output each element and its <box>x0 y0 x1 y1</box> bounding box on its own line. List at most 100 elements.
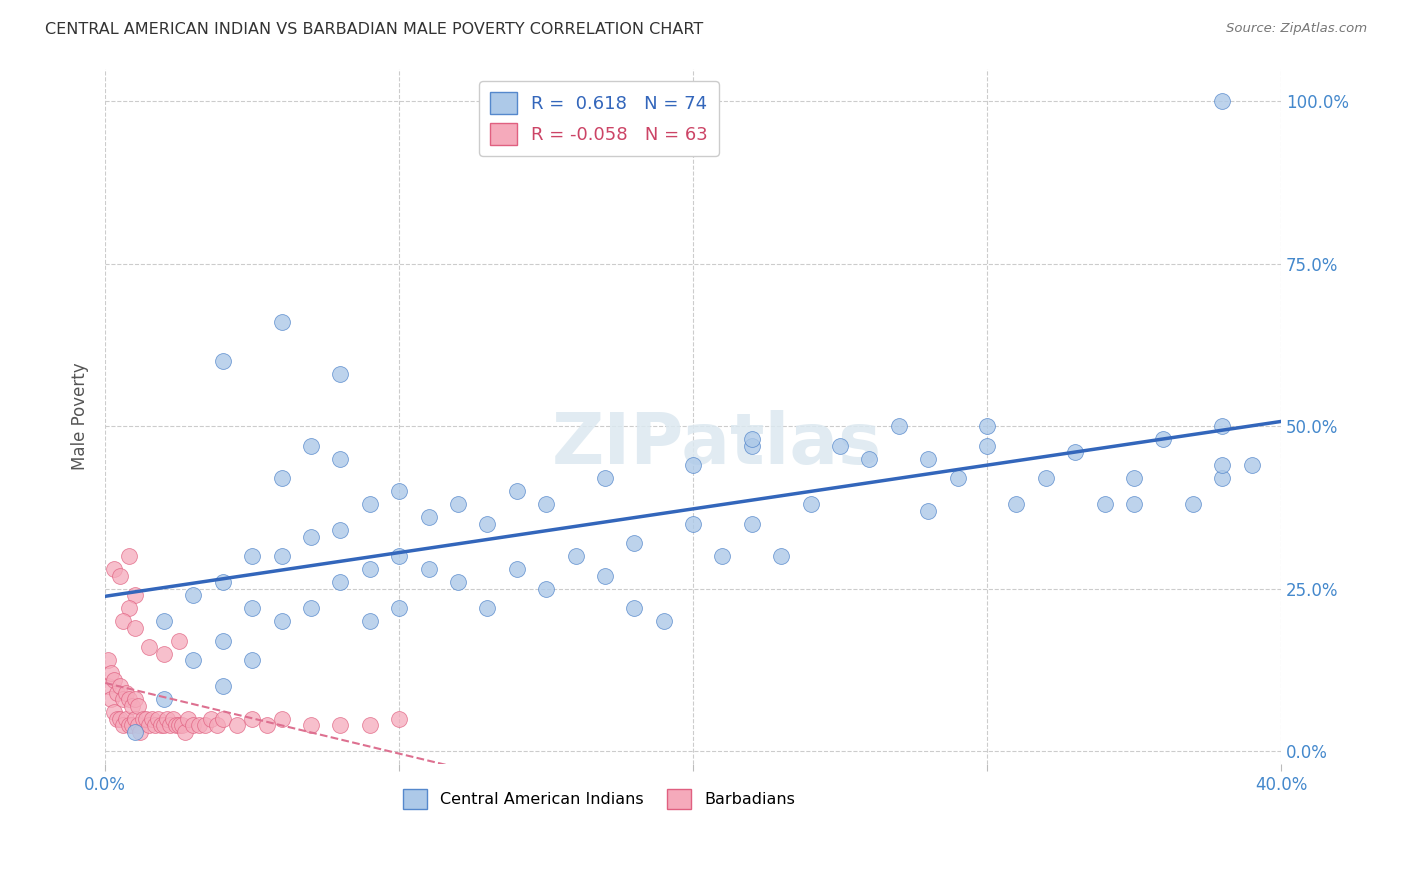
Point <box>153 718 176 732</box>
Point <box>534 582 557 596</box>
Point <box>211 712 233 726</box>
Point <box>114 712 136 726</box>
Point <box>1035 471 1057 485</box>
Point <box>105 712 128 726</box>
Point <box>127 718 149 732</box>
Point <box>623 536 645 550</box>
Point <box>359 614 381 628</box>
Point <box>129 724 152 739</box>
Point <box>917 503 939 517</box>
Point <box>167 718 190 732</box>
Point <box>135 712 157 726</box>
Point <box>153 692 176 706</box>
Point <box>388 549 411 563</box>
Point <box>256 718 278 732</box>
Point <box>194 718 217 732</box>
Point <box>593 568 616 582</box>
Text: ZIPatlas: ZIPatlas <box>551 409 882 479</box>
Point <box>329 575 352 590</box>
Point <box>97 653 120 667</box>
Point <box>170 718 193 732</box>
Point <box>226 718 249 732</box>
Point <box>211 575 233 590</box>
Point <box>477 601 499 615</box>
Point <box>111 692 134 706</box>
Point <box>100 692 122 706</box>
Point <box>270 549 292 563</box>
Point <box>103 562 125 576</box>
Point <box>418 510 440 524</box>
Point <box>477 516 499 531</box>
Point <box>270 614 292 628</box>
Point <box>359 562 381 576</box>
Point <box>1211 471 1233 485</box>
Point <box>682 458 704 472</box>
Point <box>103 673 125 687</box>
Point <box>111 614 134 628</box>
Point <box>124 712 146 726</box>
Point <box>858 451 880 466</box>
Point <box>299 718 322 732</box>
Point <box>103 705 125 719</box>
Point <box>211 354 233 368</box>
Point <box>240 712 263 726</box>
Point <box>108 679 131 693</box>
Point <box>124 621 146 635</box>
Point <box>682 516 704 531</box>
Point <box>141 712 163 726</box>
Point <box>1152 432 1174 446</box>
Point <box>162 712 184 726</box>
Point <box>183 653 205 667</box>
Point <box>118 718 141 732</box>
Point <box>711 549 734 563</box>
Point <box>183 588 205 602</box>
Point <box>270 712 292 726</box>
Point <box>165 718 187 732</box>
Point <box>240 653 263 667</box>
Point <box>240 549 263 563</box>
Point <box>447 497 470 511</box>
Text: Source: ZipAtlas.com: Source: ZipAtlas.com <box>1226 22 1367 36</box>
Point <box>828 439 851 453</box>
Point <box>105 686 128 700</box>
Point <box>108 568 131 582</box>
Point <box>188 718 211 732</box>
Point <box>623 601 645 615</box>
Point <box>593 471 616 485</box>
Point <box>97 679 120 693</box>
Point <box>329 367 352 381</box>
Point <box>111 718 134 732</box>
Point <box>741 439 763 453</box>
Point <box>183 718 205 732</box>
Point <box>159 718 181 732</box>
Point <box>211 633 233 648</box>
Point <box>124 588 146 602</box>
Point <box>173 724 195 739</box>
Point <box>388 484 411 499</box>
Point <box>118 601 141 615</box>
Point <box>1240 458 1263 472</box>
Point <box>652 614 675 628</box>
Point <box>887 419 910 434</box>
Point <box>976 439 998 453</box>
Point <box>1211 419 1233 434</box>
Point <box>299 530 322 544</box>
Point <box>1181 497 1204 511</box>
Point <box>118 549 141 563</box>
Point <box>741 516 763 531</box>
Point <box>127 698 149 713</box>
Point <box>418 562 440 576</box>
Point <box>211 679 233 693</box>
Point <box>100 666 122 681</box>
Point <box>108 712 131 726</box>
Point <box>1094 497 1116 511</box>
Point <box>205 718 228 732</box>
Point <box>121 718 143 732</box>
Point <box>359 718 381 732</box>
Point <box>1123 497 1146 511</box>
Point <box>143 718 166 732</box>
Point <box>329 718 352 732</box>
Point <box>124 692 146 706</box>
Point <box>770 549 793 563</box>
Point <box>447 575 470 590</box>
